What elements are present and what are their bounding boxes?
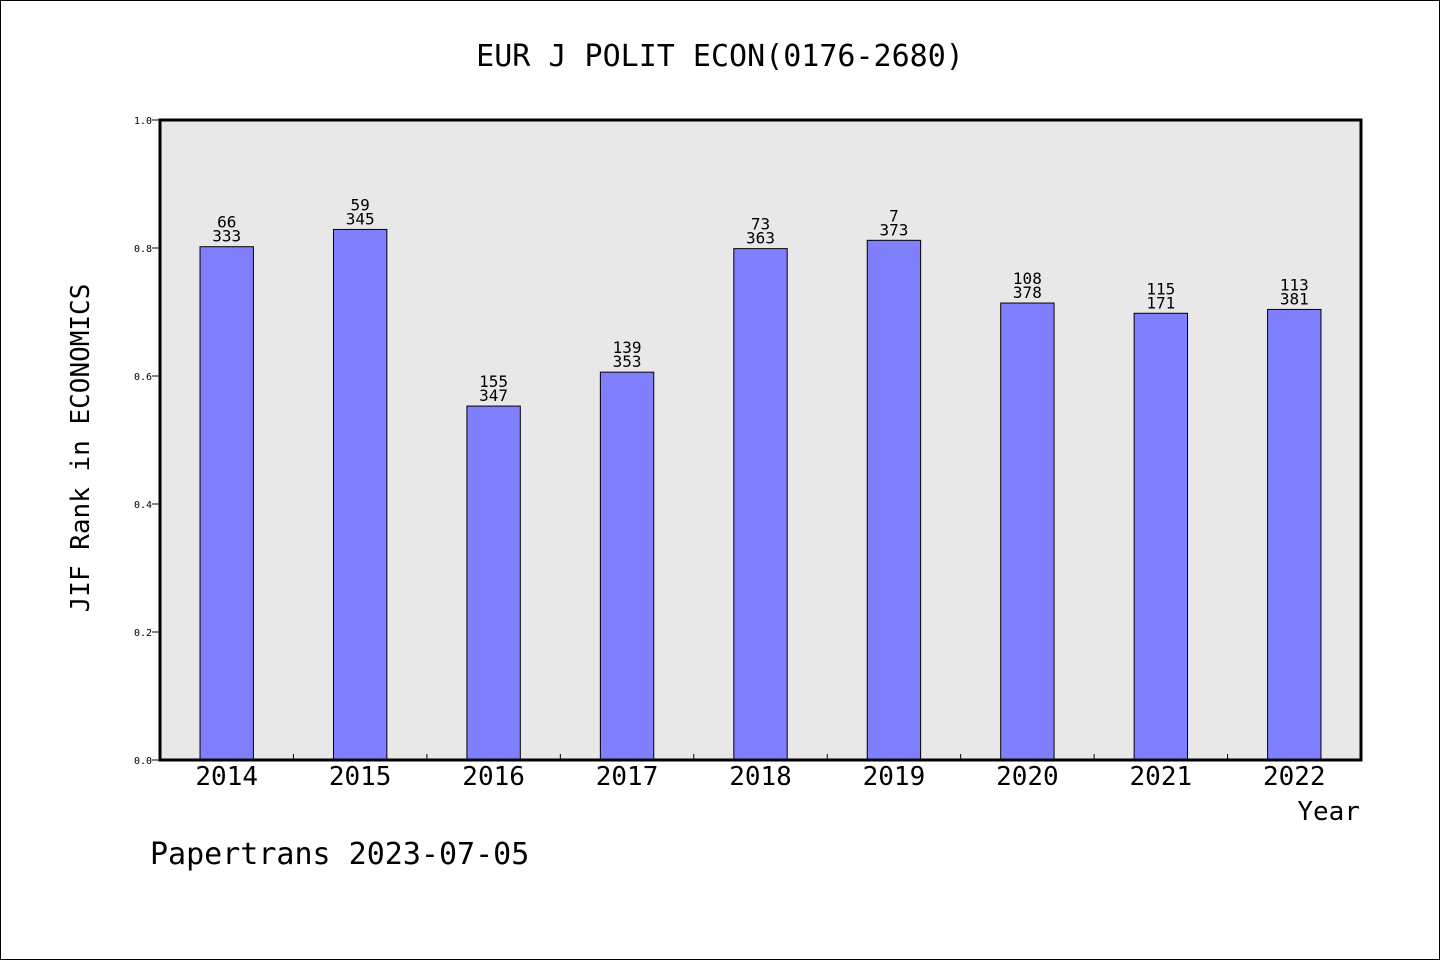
bar-rank-label: 139 — [613, 338, 642, 357]
bar-2017 — [599, 371, 655, 761]
plot-border — [158, 118, 1363, 762]
bar-total-label: 378 — [1013, 283, 1042, 302]
bar-rank-label: 7 — [889, 206, 899, 225]
footer-credit: Papertrans 2023-07-05 — [150, 837, 529, 872]
x-tick-label: 2016 — [462, 762, 525, 792]
bar-rank-label: 155 — [479, 372, 508, 391]
bar-total-label: 345 — [346, 209, 375, 228]
bar-rank-label: 73 — [751, 215, 770, 234]
x-tick-label: 2020 — [996, 762, 1059, 792]
bar-2020 — [1000, 302, 1055, 761]
x-tick-label: 2014 — [195, 762, 258, 792]
bar-2021 — [1133, 312, 1189, 761]
y-tick-label: 0.0 — [134, 756, 152, 767]
bar-2018 — [733, 248, 788, 761]
y-tick-label: 1.0 — [134, 116, 152, 127]
bar-2022 — [1267, 308, 1322, 761]
x-tick-label: 2018 — [729, 762, 792, 792]
bar-total-label: 381 — [1280, 289, 1309, 308]
chart-title: EUR J POLIT ECON(0176-2680) — [476, 39, 964, 74]
bar-rank-label: 59 — [351, 195, 370, 214]
x-tick-label: 2019 — [863, 762, 926, 792]
bar-rank-label: 66 — [217, 213, 236, 232]
bar-2016 — [466, 405, 521, 761]
x-axis-label: Year — [1297, 797, 1360, 827]
x-tick-label: 2015 — [329, 762, 392, 792]
y-tick-label: 0.4 — [134, 500, 152, 511]
bar-2015 — [332, 228, 388, 761]
y-tick-label: 0.8 — [134, 244, 152, 255]
bar-2019 — [866, 239, 922, 761]
y-tick-label: 0.2 — [134, 628, 152, 639]
bar-total-label: 353 — [613, 352, 642, 371]
y-tick-label: 0.6 — [134, 372, 152, 383]
bar-total-label: 373 — [879, 220, 908, 239]
bar-total-label: 347 — [479, 386, 508, 405]
bar-2014 — [199, 246, 254, 761]
bar-rank-label: 113 — [1280, 275, 1309, 294]
bar-rank-label: 108 — [1013, 269, 1042, 288]
bar-total-label: 171 — [1146, 293, 1175, 312]
y-axis-label: JIF Rank in ECONOMICS — [66, 284, 96, 613]
bar-total-label: 363 — [746, 229, 775, 248]
x-tick-label: 2017 — [596, 762, 659, 792]
x-tick-label: 2022 — [1263, 762, 1326, 792]
x-tick-label: 2021 — [1130, 762, 1193, 792]
bar-rank-label: 115 — [1146, 279, 1175, 298]
bar-total-label: 333 — [212, 227, 241, 246]
